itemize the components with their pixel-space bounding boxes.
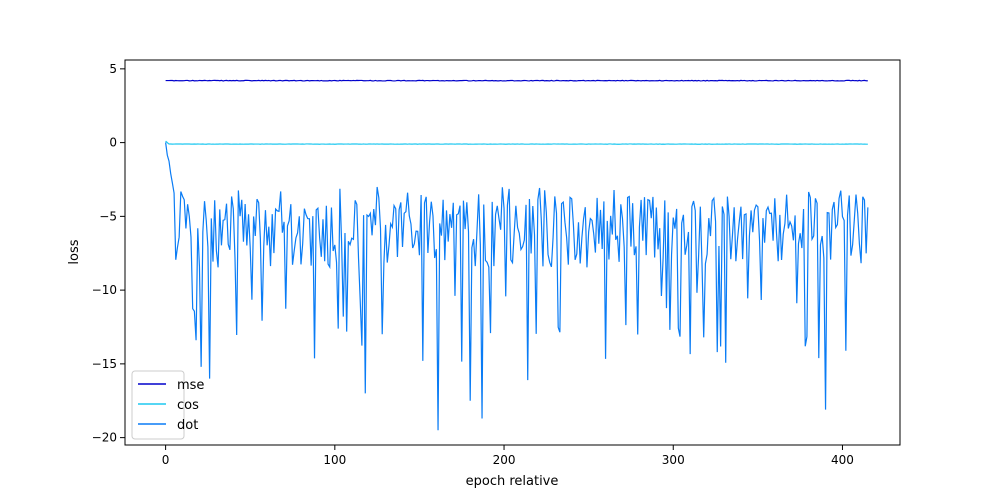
x-axis-label: epoch relative: [466, 474, 559, 489]
legend-box: [131, 370, 185, 440]
legend: mse cos dot: [131, 370, 204, 440]
series-line-mse: [165, 79, 868, 82]
y-tick-label: −15: [92, 357, 117, 371]
x-tick-label: 0: [162, 453, 170, 467]
y-tick-label: −20: [92, 431, 117, 445]
legend-label-cos: cos: [177, 398, 199, 413]
y-tick-label: −10: [92, 283, 117, 297]
x-tick-label: 400: [831, 453, 854, 467]
plot-frame: [124, 59, 901, 446]
x-tick-label: 300: [662, 453, 685, 467]
y-axis-ticks: 5 0 −5 −10 −15 −20: [92, 62, 125, 445]
y-tick-label: −5: [99, 209, 117, 223]
legend-label-dot: dot: [177, 418, 198, 433]
series-layer: [165, 79, 869, 431]
series-line-dot: [165, 142, 869, 431]
y-axis-label: loss: [67, 239, 82, 264]
x-tick-label: 100: [323, 453, 346, 467]
x-tick-label: 200: [493, 453, 516, 467]
series-line-cos: [165, 140, 868, 145]
legend-label-mse: mse: [177, 378, 204, 393]
x-axis-ticks: 0 100 200 300 400: [162, 445, 854, 467]
y-tick-label: 0: [109, 136, 117, 150]
y-tick-label: 5: [109, 62, 117, 76]
